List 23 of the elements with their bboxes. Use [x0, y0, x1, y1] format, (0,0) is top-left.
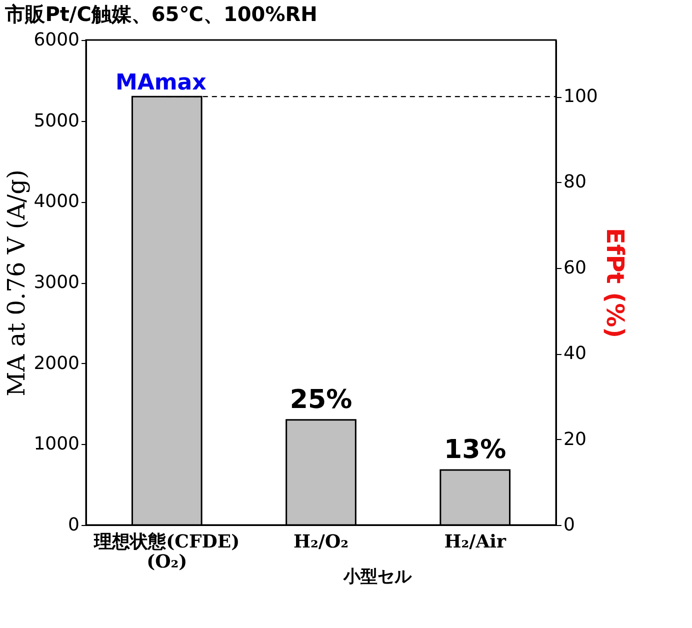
- x-tick-label: H₂/O₂: [293, 532, 349, 552]
- ref-line-label: MAmax: [115, 70, 206, 96]
- y-axis-title: MA at 0.76 V (A/g): [2, 170, 31, 396]
- y2-tick-label: 40: [564, 343, 586, 364]
- y2-tick-label: 80: [564, 172, 586, 193]
- y-tick-label: 0: [68, 514, 80, 536]
- chart-title: 市販Pt/C触媒、65℃、100%RH: [4, 2, 318, 26]
- y2-axis-title: EfPt (%): [600, 228, 629, 338]
- y2-tick-label: 20: [564, 428, 586, 450]
- x-tick-label: H₂/Air: [444, 532, 506, 552]
- y-tick-label: 2000: [34, 352, 80, 374]
- y-tick-label: 6000: [34, 30, 80, 50]
- y-tick-label: 3000: [34, 272, 80, 293]
- text: 小型セル: [342, 567, 412, 587]
- y-tick-label: 1000: [34, 434, 80, 455]
- x-tick-label: 理想状態(CFDE) (O₂): [93, 532, 240, 572]
- annotation: 25%: [290, 384, 352, 415]
- y2-tick-label: 100: [564, 86, 598, 108]
- y-tick-label: 4000: [34, 191, 80, 212]
- y2-tick-label: 60: [564, 257, 586, 278]
- y-tick-label: 5000: [34, 110, 80, 132]
- annotation: 13%: [444, 435, 506, 466]
- y2-tick-label: 0: [564, 514, 575, 536]
